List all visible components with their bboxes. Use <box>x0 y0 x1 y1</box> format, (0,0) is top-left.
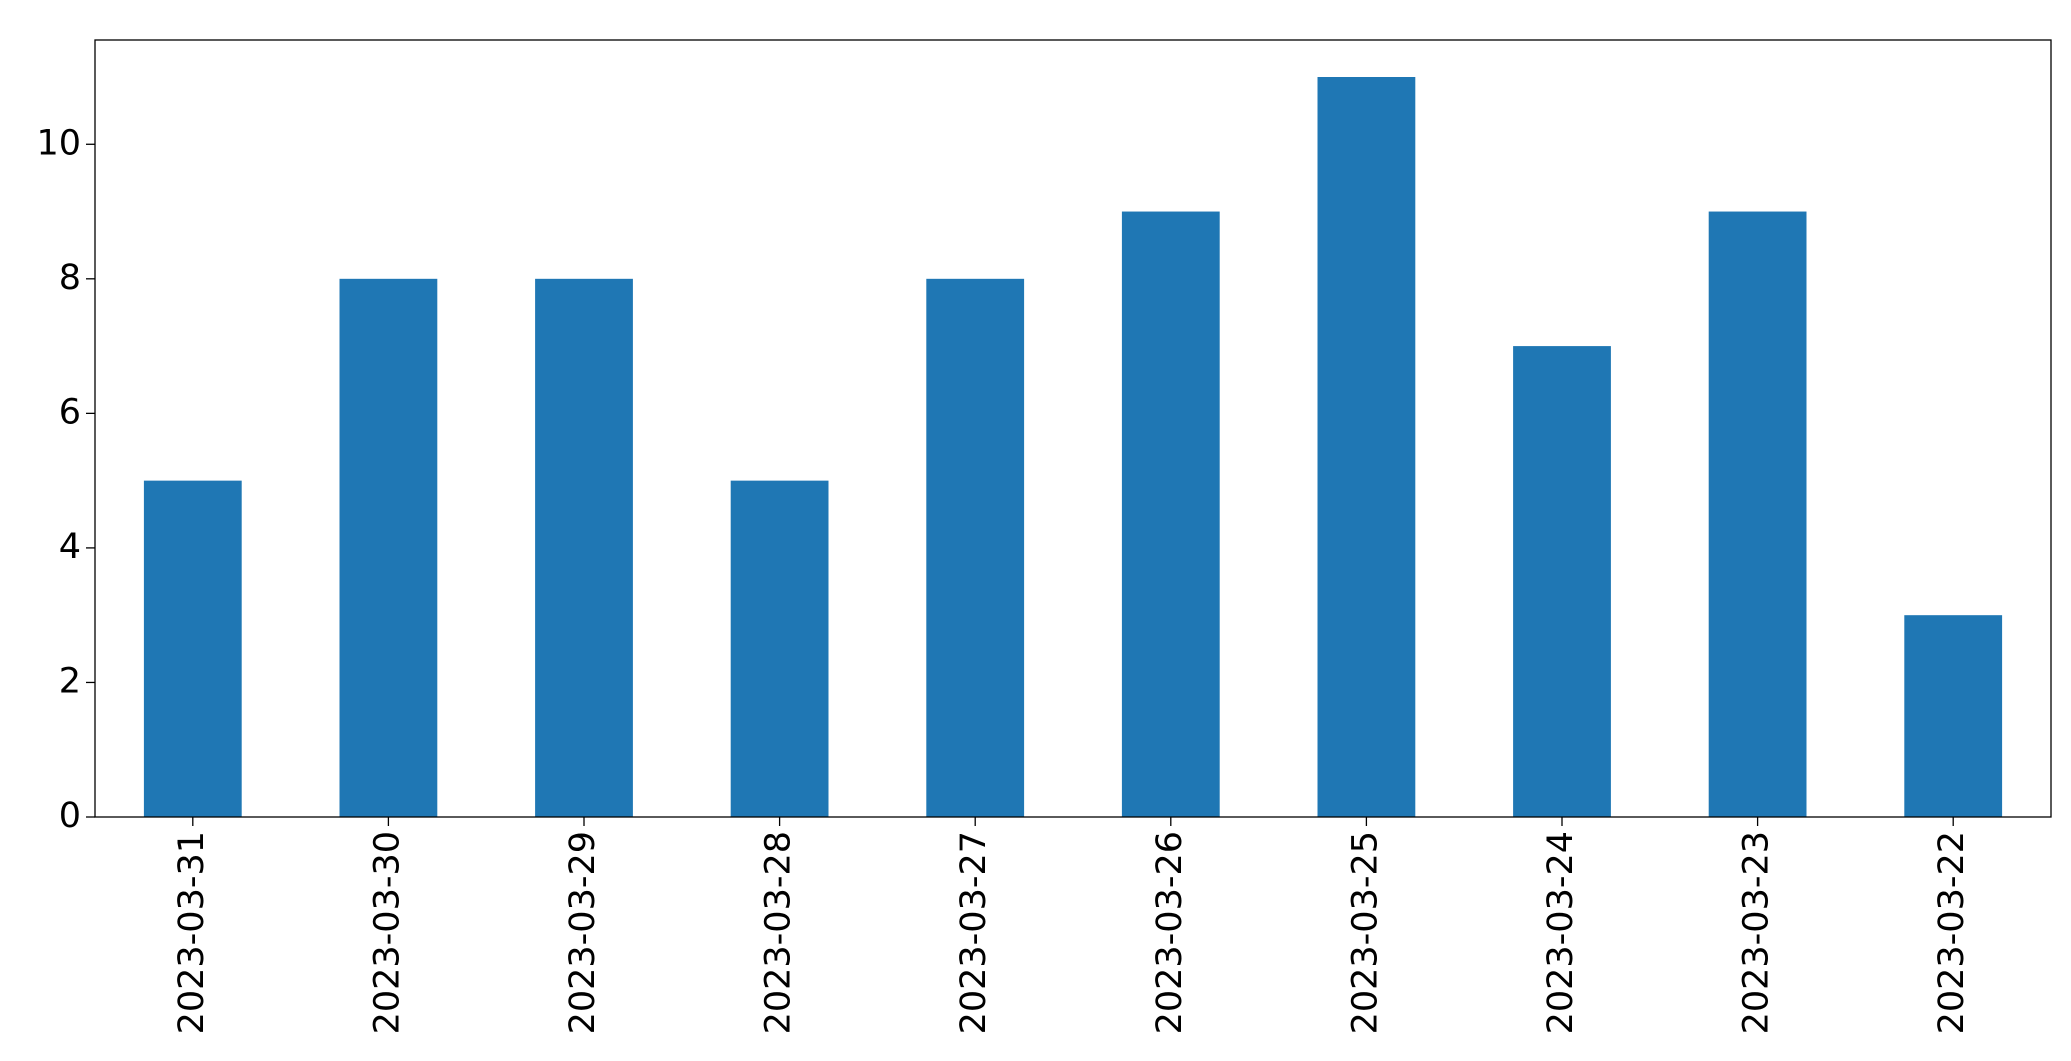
bar <box>143 480 242 817</box>
x-tick-label: 2023-03-31 <box>172 831 212 1034</box>
x-tick-label: 2023-03-27 <box>954 831 994 1034</box>
x-tick-label: 2023-03-23 <box>1737 831 1777 1034</box>
plot-frame <box>94 39 2052 818</box>
y-tick-label: 0 <box>59 796 81 836</box>
bar <box>1904 615 2003 817</box>
x-tick-label: 2023-03-29 <box>563 831 603 1034</box>
x-tick-label: 2023-03-25 <box>1345 831 1385 1034</box>
bar <box>926 278 1025 817</box>
bar <box>1708 211 1807 817</box>
y-tick-label: 6 <box>59 392 81 432</box>
bar <box>1513 346 1611 817</box>
y-tick-label: 2 <box>59 661 81 701</box>
bar <box>730 480 829 817</box>
y-tick-label: 8 <box>59 258 81 298</box>
bar <box>1121 211 1220 817</box>
bar <box>535 278 633 817</box>
y-tick-label: 10 <box>36 123 81 163</box>
bar <box>339 278 438 817</box>
x-tick-label: 2023-03-26 <box>1150 831 1190 1034</box>
y-tick-label: 4 <box>59 527 81 567</box>
bar <box>1317 77 1416 817</box>
x-tick-label: 2023-03-24 <box>1541 831 1581 1034</box>
x-tick-label: 2023-03-30 <box>367 831 407 1034</box>
x-tick-label: 2023-03-22 <box>1932 831 1972 1034</box>
x-tick-label: 2023-03-28 <box>759 831 799 1034</box>
